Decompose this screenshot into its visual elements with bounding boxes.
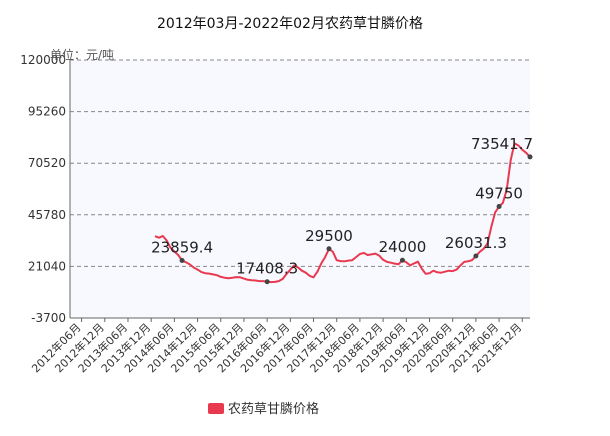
data-label: 29500 bbox=[305, 227, 353, 245]
y-tick-label: 21040 bbox=[28, 259, 66, 273]
data-label: 23859.4 bbox=[151, 239, 213, 257]
legend: 农药草甘膦价格 bbox=[208, 401, 319, 417]
y-tick-label: 120000 bbox=[20, 53, 66, 67]
y-tick-label: 70520 bbox=[28, 156, 66, 170]
data-point-marker bbox=[473, 253, 479, 259]
legend-label: 农药草甘膦价格 bbox=[228, 401, 319, 417]
data-point-marker bbox=[496, 204, 502, 210]
x-axis-ticks: 2012年06月2012年12月2013年06月2013年12月2014年06月… bbox=[29, 318, 524, 375]
plot-background bbox=[70, 60, 530, 318]
legend-swatch bbox=[208, 403, 224, 414]
chart-title: 2012年03月-2022年02月农药草甘膦价格 bbox=[157, 16, 423, 32]
data-label: 73541.7 bbox=[471, 135, 533, 153]
data-label: 49750 bbox=[475, 185, 523, 203]
data-label: 17408.3 bbox=[236, 260, 298, 278]
y-tick-label: 45780 bbox=[28, 208, 66, 222]
data-label: 26031.3 bbox=[445, 234, 507, 252]
data-point-marker bbox=[399, 257, 405, 263]
data-point-marker bbox=[264, 279, 270, 285]
y-axis-ticks: 120000 95260 70520 45780 21040 -3700 bbox=[20, 53, 66, 325]
data-point-marker bbox=[326, 246, 332, 252]
data-point-marker bbox=[179, 258, 185, 264]
data-label: 24000 bbox=[379, 238, 427, 256]
y-tick-label: -3700 bbox=[31, 311, 66, 325]
unit-label: 单位：元/吨 bbox=[50, 47, 114, 62]
data-labels: 23859.4 17408.3 29500 24000 26031.3 49750 7354… bbox=[151, 135, 533, 285]
series-line bbox=[154, 142, 531, 284]
data-point-marker bbox=[527, 154, 533, 160]
series-group bbox=[154, 142, 531, 284]
y-tick-label: 95260 bbox=[28, 105, 66, 119]
